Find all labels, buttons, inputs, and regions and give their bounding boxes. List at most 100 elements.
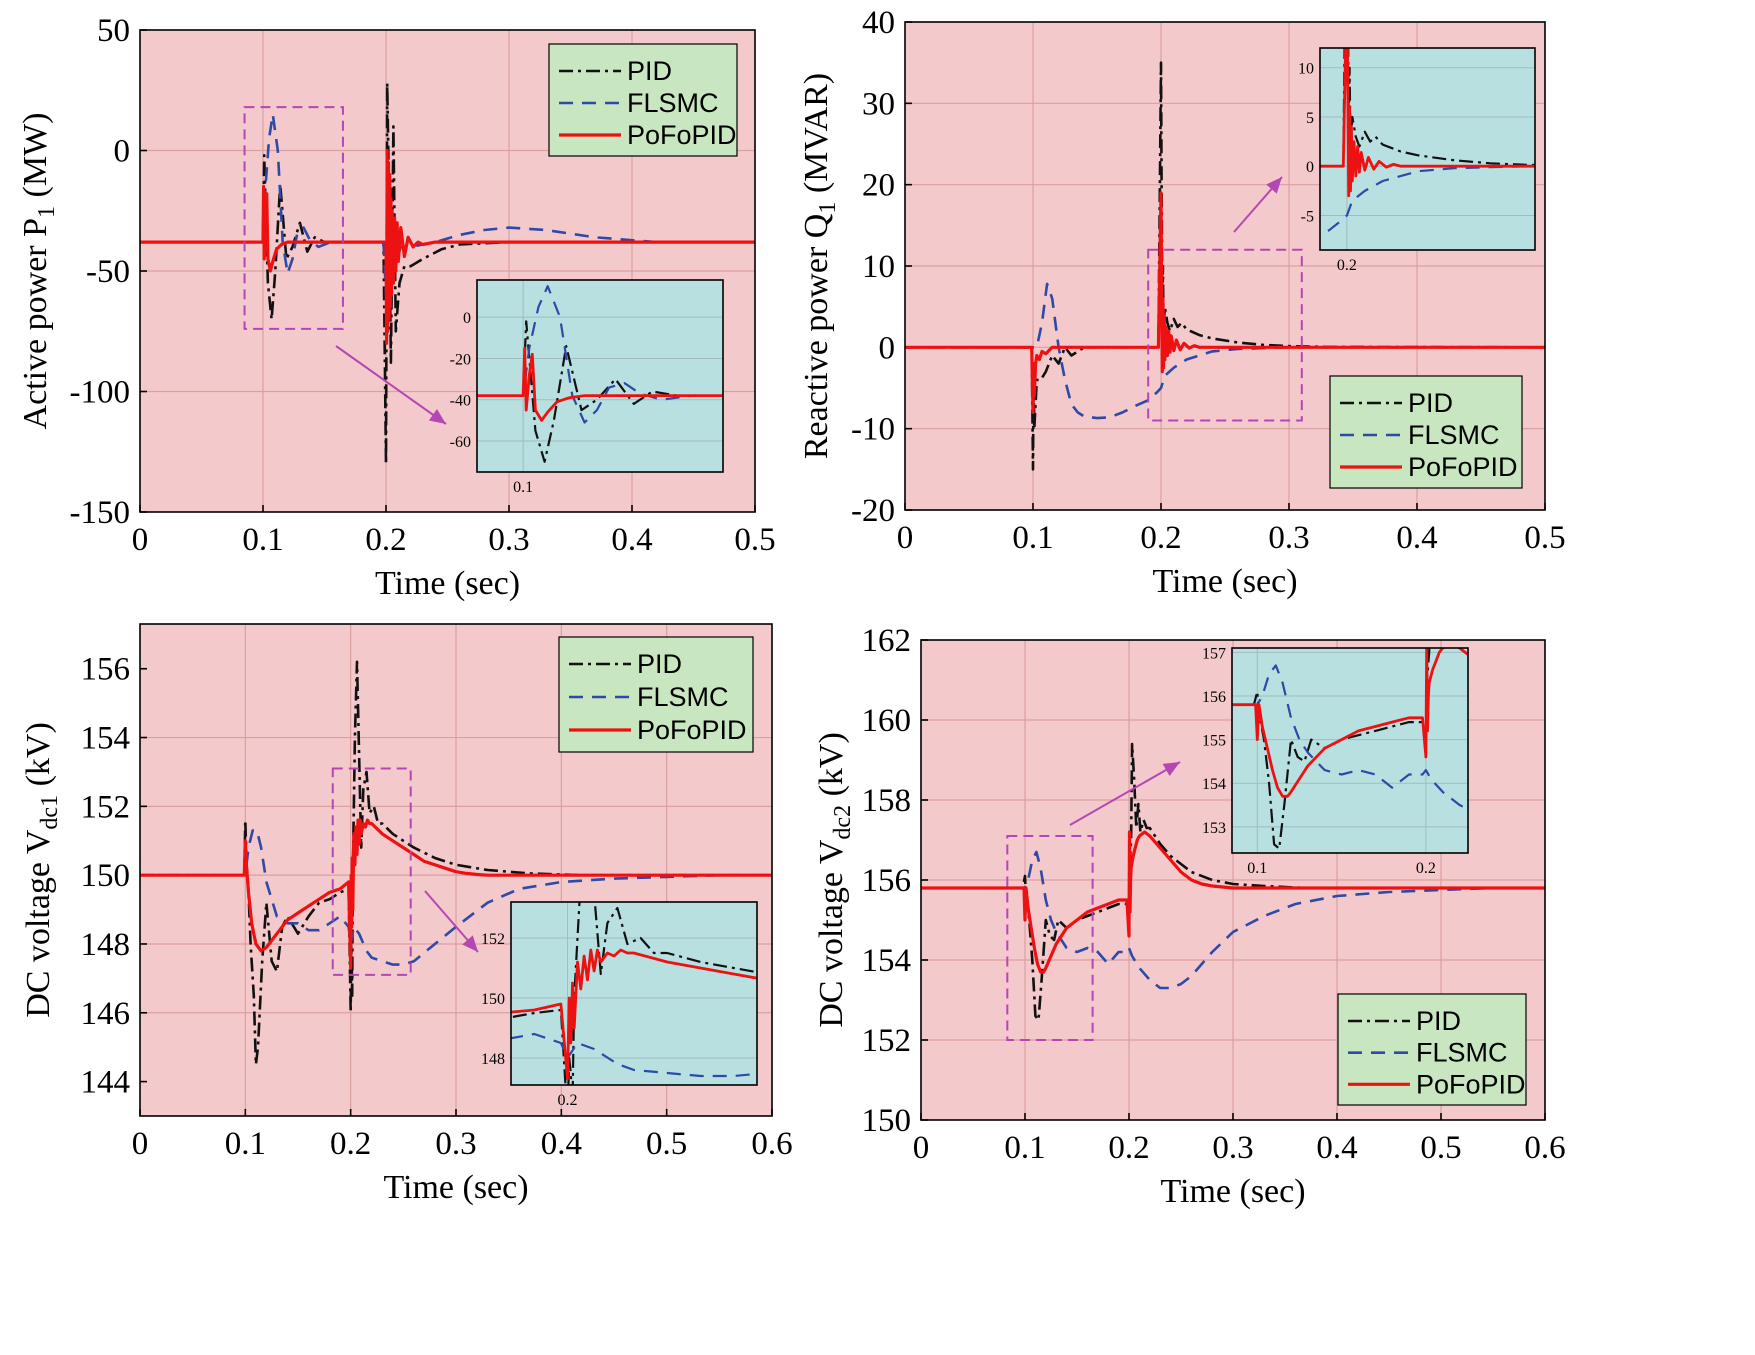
- y-tick-label: 152: [81, 789, 131, 825]
- inset-series-line-pofopid: [1232, 648, 1468, 798]
- series-line-pofopid: [140, 148, 755, 345]
- series-group: [140, 81, 755, 466]
- legend-box: [548, 43, 738, 157]
- plot-frame: [920, 639, 1546, 1121]
- zoom-arrow-head: [428, 409, 446, 424]
- zoom-region-box: [243, 106, 344, 330]
- x-tick-label: 0.1: [242, 522, 283, 558]
- inset-y-tick-label: 155: [1202, 733, 1226, 750]
- legend-label-pofopid: PoFoPID: [1408, 452, 1518, 482]
- series-line-pofopid: [905, 191, 1545, 414]
- zoom-region-box: [1147, 248, 1303, 422]
- y-tick-label: -50: [86, 254, 130, 290]
- inset-y-tick-label: 152: [481, 931, 505, 948]
- x-tick-label: 0.5: [646, 1126, 687, 1162]
- legend-label-flsmc: FLSMC: [637, 682, 729, 712]
- inset-area: [1320, 48, 1535, 250]
- x-tick-label: 0.6: [751, 1126, 792, 1162]
- zoom-inset: 0.2 -5 0 5 10: [1298, 47, 1536, 274]
- zoom-inset: 0.1 -60 -40 -20 0: [450, 279, 724, 496]
- legend-label-pid: PID: [1416, 1006, 1461, 1036]
- y-axis-label-part: DC voltage V: [20, 829, 57, 1018]
- y-axis-label: DC voltage Vdc2 (kV): [813, 732, 856, 1028]
- y-tick-label: 148: [81, 927, 131, 963]
- legend-label-pofopid: PoFoPID: [637, 715, 747, 745]
- y-axis-label-part: (MVAR): [798, 73, 835, 202]
- inset-y-tick-label: -40: [450, 393, 471, 410]
- series-line-flsmc: [905, 282, 1545, 420]
- legend-box: [558, 636, 754, 753]
- x-tick-label: 0.1: [225, 1126, 266, 1162]
- inset-frame: [510, 901, 758, 1086]
- y-tick-label: 144: [81, 1065, 131, 1101]
- y-tick-label: 40: [862, 5, 895, 41]
- legend-box: [1337, 993, 1527, 1106]
- inset-y-tick-label: 153: [1202, 820, 1226, 837]
- y-tick-label: 154: [81, 721, 131, 757]
- y-tick-label: 0: [114, 134, 131, 170]
- inset-y-tick-label: -20: [450, 351, 471, 368]
- y-axis-label-part: (kV): [813, 732, 850, 805]
- chart-panel-top-left: 0 0.1 0.2 0.3 0.4 0.5 -150 -100 -50 0 50 0.1 -60 -40 -…: [17, 13, 776, 602]
- y-tick-label: -150: [70, 495, 131, 531]
- y-axis-label-part: (MW): [17, 113, 54, 206]
- inset-area: [477, 280, 723, 472]
- x-tick-label: 0.3: [435, 1126, 476, 1162]
- zoom-arrow-head: [1162, 762, 1180, 777]
- x-tick-label: 0.2: [330, 1126, 371, 1162]
- x-tick-label: 0.5: [734, 522, 775, 558]
- y-tick-label: 150: [81, 858, 131, 894]
- series-line-pid: [921, 742, 1545, 1022]
- zoom-inset: 0.1 0.2 153 154 155 156 157: [1202, 645, 1469, 877]
- zoom-arrow-head: [1266, 177, 1282, 194]
- y-tick-label: 146: [81, 996, 131, 1032]
- inset-y-tick-label: 148: [481, 1051, 505, 1068]
- y-axis-label-subscript: dc1: [37, 795, 63, 830]
- inset-y-tick-label: -60: [450, 434, 471, 451]
- x-tick-label: 0: [132, 522, 149, 558]
- y-axis-label-subscript: 1: [815, 202, 841, 214]
- plot-frame: [904, 21, 1546, 511]
- inset-y-tick-label: 150: [481, 991, 505, 1008]
- legend-label-pid: PID: [637, 649, 682, 679]
- inset-y-tick-label: 154: [1202, 776, 1226, 793]
- y-tick-label: 156: [81, 652, 131, 688]
- inset-series-line-flsmc: [477, 285, 723, 424]
- y-axis-label-part: Reactive power Q: [798, 214, 835, 459]
- x-tick-label: 0.2: [1108, 1130, 1149, 1166]
- y-tick-label: 152: [862, 1023, 912, 1059]
- inset-series-group: [511, 902, 757, 1085]
- y-axis-label: DC voltage Vdc1 (kV): [20, 722, 63, 1018]
- x-axis-label: Time (sec): [1160, 1173, 1305, 1210]
- inset-x-tick-label: 0.2: [1416, 860, 1436, 877]
- y-tick-label: 150: [862, 1103, 912, 1139]
- x-axis-label: Time (sec): [375, 565, 520, 602]
- y-tick-label: -100: [70, 375, 131, 411]
- y-tick-label: 158: [862, 783, 912, 819]
- x-tick-label: 0.5: [1524, 520, 1565, 556]
- y-tick-label: 0: [879, 330, 896, 366]
- inset-frame: [476, 279, 724, 473]
- legend-label-pofopid: PoFoPID: [627, 120, 737, 150]
- zoom-arrow-head: [462, 935, 478, 952]
- chart-panel-bottom-right: 0 0.1 0.2 0.3 0.4 0.5 0.6 150 152 154 156 158 160 162…: [813, 623, 1566, 1210]
- zoom-inset: 0.2 148 150 152: [481, 901, 758, 1109]
- x-tick-label: 0.4: [1396, 520, 1437, 556]
- x-tick-label: 0.2: [1140, 520, 1181, 556]
- y-tick-label: 156: [862, 863, 912, 899]
- inset-y-tick-label: 156: [1202, 689, 1226, 706]
- zoom-arrow: [1069, 761, 1181, 826]
- y-axis-label: Active power P1 (MW): [17, 113, 60, 430]
- chart-panel-bottom-left: 0 0.1 0.2 0.3 0.4 0.5 0.6 144 146 148 150 152 154 156…: [20, 623, 793, 1206]
- inset-series-line-flsmc: [1232, 664, 1468, 811]
- y-tick-label: 154: [862, 943, 912, 979]
- series-line-flsmc: [140, 829, 772, 966]
- x-tick-label: 0: [913, 1130, 930, 1166]
- x-tick-label: 0.3: [1212, 1130, 1253, 1166]
- legend-label-pofopid: PoFoPID: [1416, 1069, 1526, 1099]
- inset-area: [511, 902, 757, 1085]
- x-axis-label: Time (sec): [383, 1169, 528, 1206]
